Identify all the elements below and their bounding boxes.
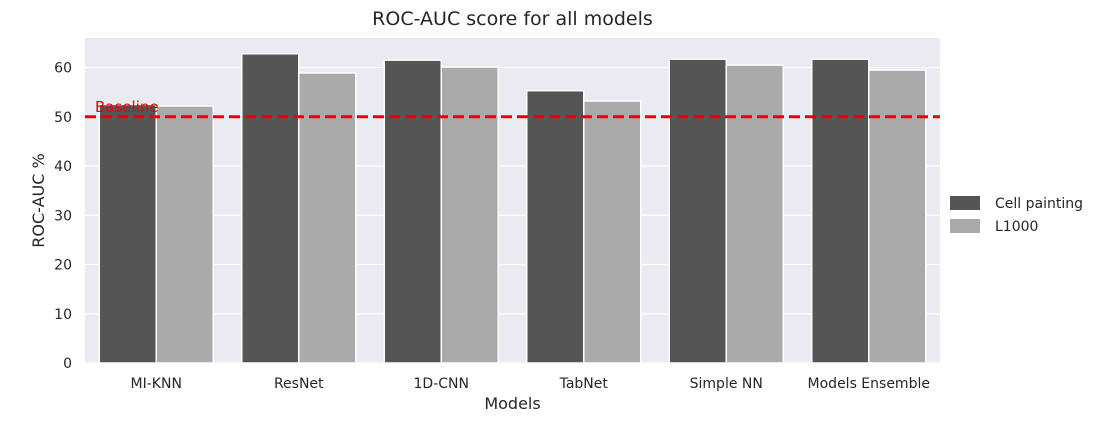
plot-area	[85, 38, 940, 363]
y-tick-label: 60	[54, 61, 72, 77]
legend-swatch	[950, 219, 980, 233]
bar-mi-knn-cell-painting	[98, 103, 157, 364]
legend-swatch	[950, 196, 980, 210]
y-tick-labels: 0 10 20 30 40 50 60	[54, 61, 72, 372]
x-tick-label: ResNet	[274, 376, 324, 392]
y-tick-label: 40	[54, 159, 72, 175]
y-tick-label: 20	[54, 258, 72, 274]
bar-tabnet-l1000	[583, 100, 642, 364]
bar-simple-nn-l1000	[725, 64, 784, 364]
bar-resnet-l1000	[298, 72, 357, 364]
legend-label: L1000	[995, 219, 1038, 235]
bar-models-ensemble-l1000	[868, 69, 927, 364]
x-tick-label: TabNet	[559, 376, 609, 392]
bar-1d-cnn-cell-painting	[383, 59, 442, 364]
bar-simple-nn-cell-painting	[668, 58, 727, 364]
bar-models-ensemble-cell-painting	[811, 58, 870, 364]
y-tick-label: 0	[63, 356, 72, 372]
x-tick-label: 1D-CNN	[414, 376, 469, 392]
baseline-label: Baseline	[95, 98, 159, 116]
x-tick-label: MI-KNN	[131, 376, 182, 392]
x-tick-label: Models Ensemble	[808, 376, 930, 392]
chart-title: ROC-AUC score for all models	[372, 8, 653, 30]
y-tick-label: 50	[54, 110, 72, 126]
x-tick-label: Simple NN	[690, 376, 763, 392]
bar-1d-cnn-l1000	[440, 66, 499, 364]
y-tick-label: 30	[54, 208, 72, 224]
bars	[98, 53, 927, 364]
legend: Cell painting L1000	[950, 196, 1083, 235]
x-axis-title: Models	[484, 394, 540, 413]
bar-mi-knn-l1000	[155, 105, 214, 364]
legend-label: Cell painting	[995, 196, 1083, 212]
bar-tabnet-cell-painting	[526, 89, 585, 364]
bar-resnet-cell-painting	[241, 53, 300, 364]
y-tick-label: 10	[54, 307, 72, 323]
x-tick-labels: MI-KNN ResNet 1D-CNN TabNet Simple NN Models …	[131, 376, 930, 392]
y-axis-title: ROC-AUC %	[29, 153, 48, 247]
